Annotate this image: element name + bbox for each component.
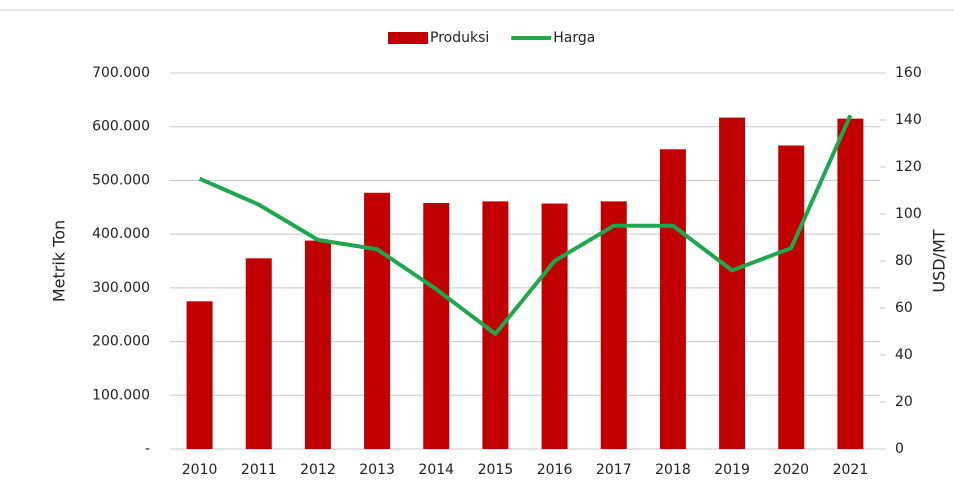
bar bbox=[186, 301, 213, 449]
y-tick-label: 400.000 bbox=[92, 226, 150, 242]
legend-label: Harga bbox=[553, 30, 595, 46]
bar bbox=[719, 117, 746, 449]
legend-label: Produksi bbox=[430, 30, 489, 46]
bar bbox=[541, 203, 568, 449]
x-tick-label: 2012 bbox=[300, 462, 336, 478]
y-tick-label: 500.000 bbox=[92, 172, 150, 188]
bar bbox=[600, 201, 627, 449]
y-tick-label: - bbox=[145, 441, 150, 457]
y2-tick-label: 60 bbox=[895, 300, 913, 316]
y-tick-label: 100.000 bbox=[92, 387, 150, 403]
y-tick-label: 700.000 bbox=[92, 65, 150, 81]
bar bbox=[304, 240, 331, 449]
y2-tick-label: 80 bbox=[895, 253, 913, 269]
bar bbox=[837, 118, 864, 450]
x-tick-label: 2011 bbox=[241, 462, 277, 478]
x-tick-label: 2020 bbox=[773, 462, 809, 478]
line bbox=[198, 114, 853, 336]
y2-tick-label: 100 bbox=[895, 206, 922, 222]
y-tick-label: 300.000 bbox=[92, 280, 150, 296]
y2-tick-label: 20 bbox=[895, 394, 913, 410]
bar bbox=[659, 149, 686, 449]
bar bbox=[423, 202, 450, 449]
y-axis-title: Metrik Ton bbox=[50, 220, 69, 302]
x-tick-label: 2018 bbox=[655, 462, 691, 478]
legend-swatch bbox=[388, 32, 428, 44]
x-tick-label: 2010 bbox=[182, 462, 218, 478]
x-tick-label: 2017 bbox=[596, 462, 632, 478]
y2-tick-label: 160 bbox=[895, 65, 922, 81]
bar bbox=[364, 192, 391, 450]
bar bbox=[245, 258, 272, 449]
x-tick-label: 2016 bbox=[537, 462, 573, 478]
y2-tick-label: 0 bbox=[895, 441, 904, 457]
x-tick-label: 2015 bbox=[478, 462, 514, 478]
y2-tick-label: 120 bbox=[895, 159, 922, 175]
y2-tick-label: 40 bbox=[895, 347, 913, 363]
x-tick-label: 2013 bbox=[359, 462, 395, 478]
bar bbox=[778, 145, 805, 449]
y2-tick-label: 140 bbox=[895, 112, 922, 128]
y-tick-label: 600.000 bbox=[92, 119, 150, 135]
x-tick-label: 2014 bbox=[418, 462, 454, 478]
y2-axis-title: USD/MT bbox=[930, 229, 949, 292]
y-tick-label: 200.000 bbox=[92, 334, 150, 350]
x-tick-label: 2021 bbox=[833, 462, 869, 478]
x-tick-label: 2019 bbox=[714, 462, 750, 478]
